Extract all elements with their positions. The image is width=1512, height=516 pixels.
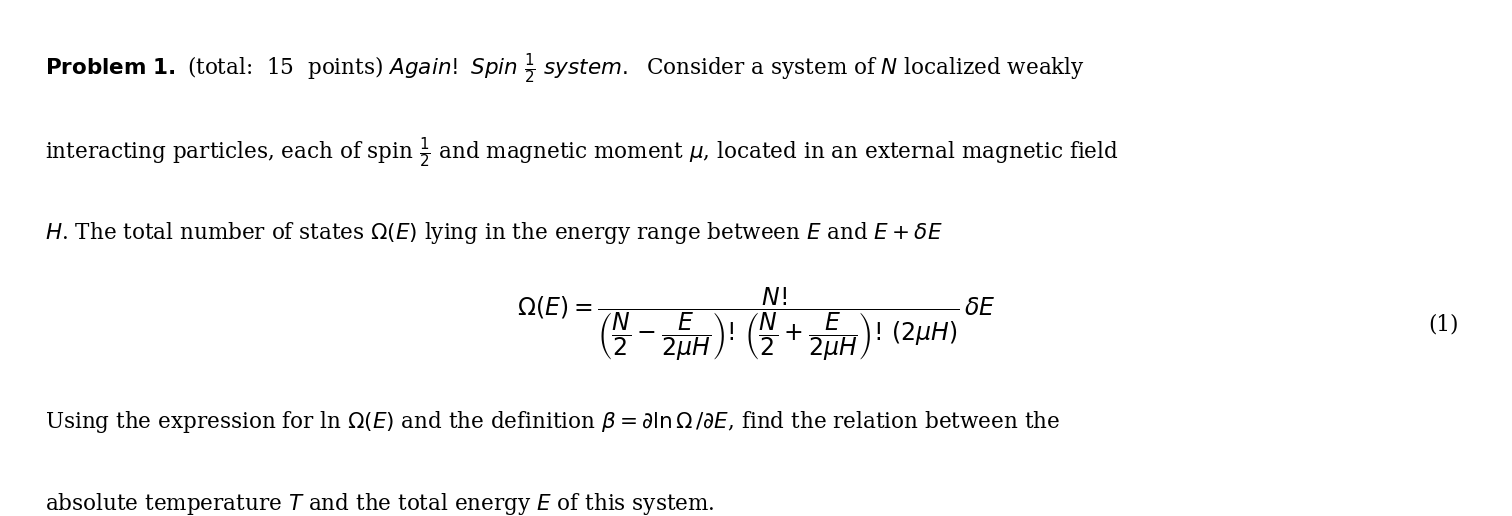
Text: $\bf{Problem\ 1.}$ (total:  15  points) $\it{Again!\ Spin\ \frac{1}{2}\ system.}: $\bf{Problem\ 1.}$ (total: 15 points) $\… [45,51,1086,86]
Text: $H$. The total number of states $\Omega(E)$ lying in the energy range between $E: $H$. The total number of states $\Omega(… [45,220,943,246]
Text: absolute temperature $T$ and the total energy $E$ of this system.: absolute temperature $T$ and the total e… [45,491,715,516]
Text: interacting particles, each of spin $\frac{1}{2}$ and magnetic moment $\mu$, loc: interacting particles, each of spin $\fr… [45,136,1119,170]
Text: $\Omega(E) = \dfrac{N!}{\left(\dfrac{N}{2} - \dfrac{E}{2\mu H}\right)!\,\left(\d: $\Omega(E) = \dfrac{N!}{\left(\dfrac{N}{… [517,285,995,363]
Text: (1): (1) [1429,313,1459,335]
Text: Using the expression for ln $\Omega(E)$ and the definition $\beta = \partial \ln: Using the expression for ln $\Omega(E)$ … [45,409,1060,435]
